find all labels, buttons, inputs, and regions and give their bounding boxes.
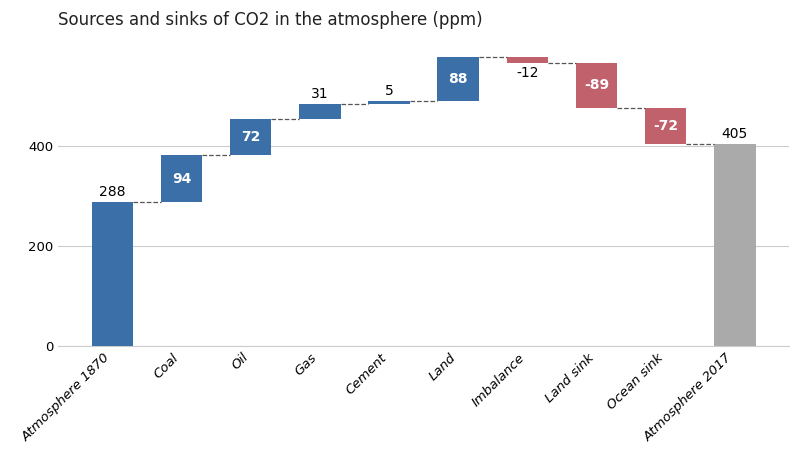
Bar xyxy=(645,108,686,144)
Text: Sources and sinks of CO2 in the atmosphere (ppm): Sources and sinks of CO2 in the atmosphe… xyxy=(58,11,483,29)
Text: 31: 31 xyxy=(311,87,329,101)
Bar xyxy=(576,63,618,108)
Text: 72: 72 xyxy=(241,130,260,144)
Bar xyxy=(230,119,271,155)
Bar xyxy=(714,144,756,346)
Text: -12: -12 xyxy=(516,66,538,80)
Text: 405: 405 xyxy=(722,126,748,141)
Text: 88: 88 xyxy=(449,72,468,86)
Bar xyxy=(368,101,410,104)
Bar xyxy=(438,57,479,101)
Bar xyxy=(161,155,202,202)
Text: 5: 5 xyxy=(385,84,394,98)
Bar xyxy=(299,104,341,119)
Text: 94: 94 xyxy=(172,172,191,186)
Bar xyxy=(91,202,133,346)
Text: -72: -72 xyxy=(653,119,678,133)
Text: 288: 288 xyxy=(99,185,126,199)
Text: -89: -89 xyxy=(584,78,609,92)
Bar xyxy=(506,57,548,63)
